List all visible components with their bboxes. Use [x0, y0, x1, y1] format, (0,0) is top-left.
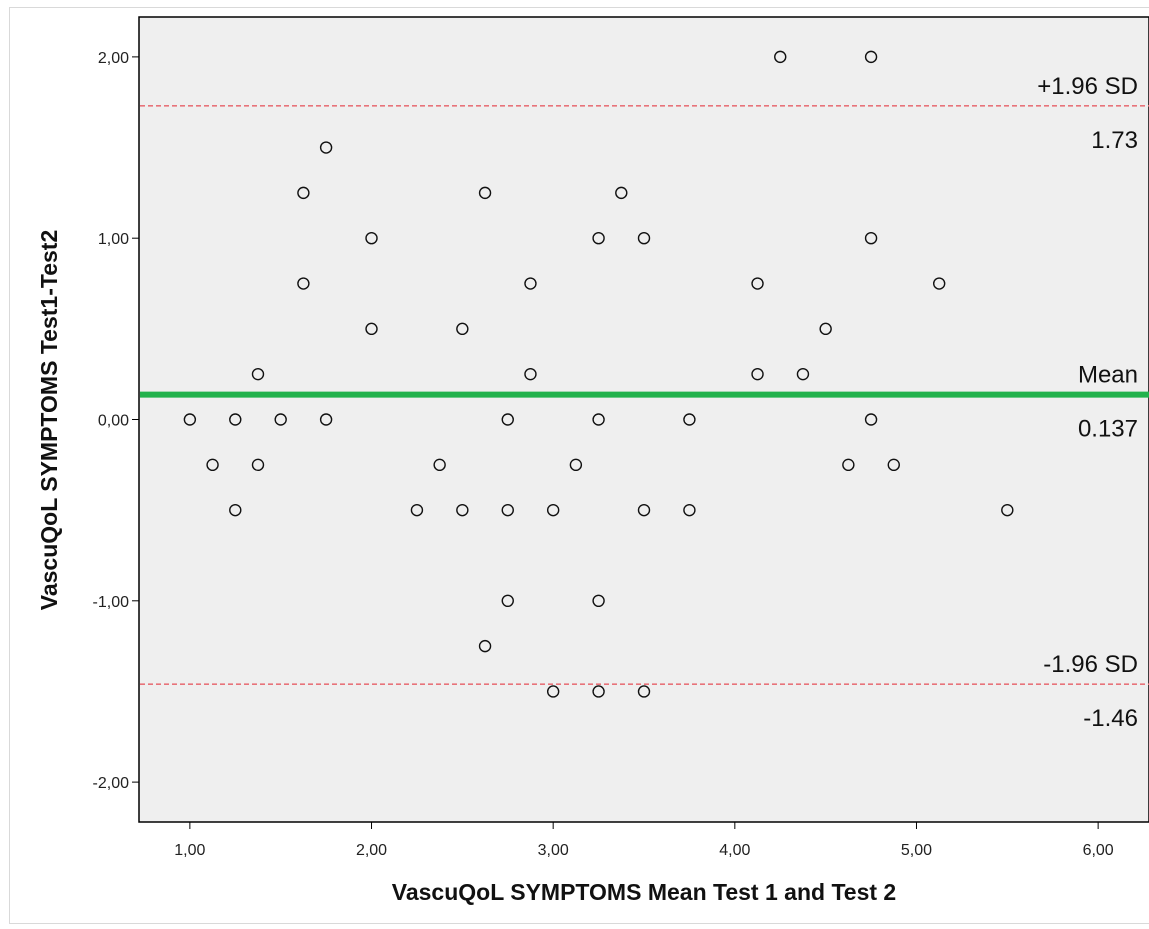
- mean-line-label: Mean: [1078, 362, 1138, 389]
- x-tick-label: 3,00: [538, 842, 569, 859]
- y-tick-label: -2,00: [93, 775, 130, 792]
- plot-area: [139, 17, 1149, 822]
- y-tick-label: 1,00: [98, 231, 129, 248]
- y-tick-label: 0,00: [98, 413, 129, 430]
- upper-line-label: +1.96 SD: [1037, 73, 1138, 100]
- x-tick-label: 5,00: [901, 842, 932, 859]
- upper-line-value: 1.73: [1091, 127, 1138, 154]
- y-tick-label: 2,00: [98, 50, 129, 67]
- x-tick-label: 1,00: [174, 842, 205, 859]
- lower-line-label: -1.96 SD: [1043, 651, 1138, 678]
- mean-line-value: 0.137: [1078, 416, 1138, 443]
- lower-line-value: -1.46: [1083, 705, 1138, 732]
- x-tick-label: 2,00: [356, 842, 387, 859]
- x-tick-label: 6,00: [1083, 842, 1114, 859]
- y-axis-title: VascuQoL SYMPTOMS Test1-Test2: [36, 230, 62, 610]
- y-tick-label: -1,00: [93, 594, 130, 611]
- x-axis-title: VascuQoL SYMPTOMS Mean Test 1 and Test 2: [392, 879, 896, 905]
- x-tick-label: 4,00: [719, 842, 750, 859]
